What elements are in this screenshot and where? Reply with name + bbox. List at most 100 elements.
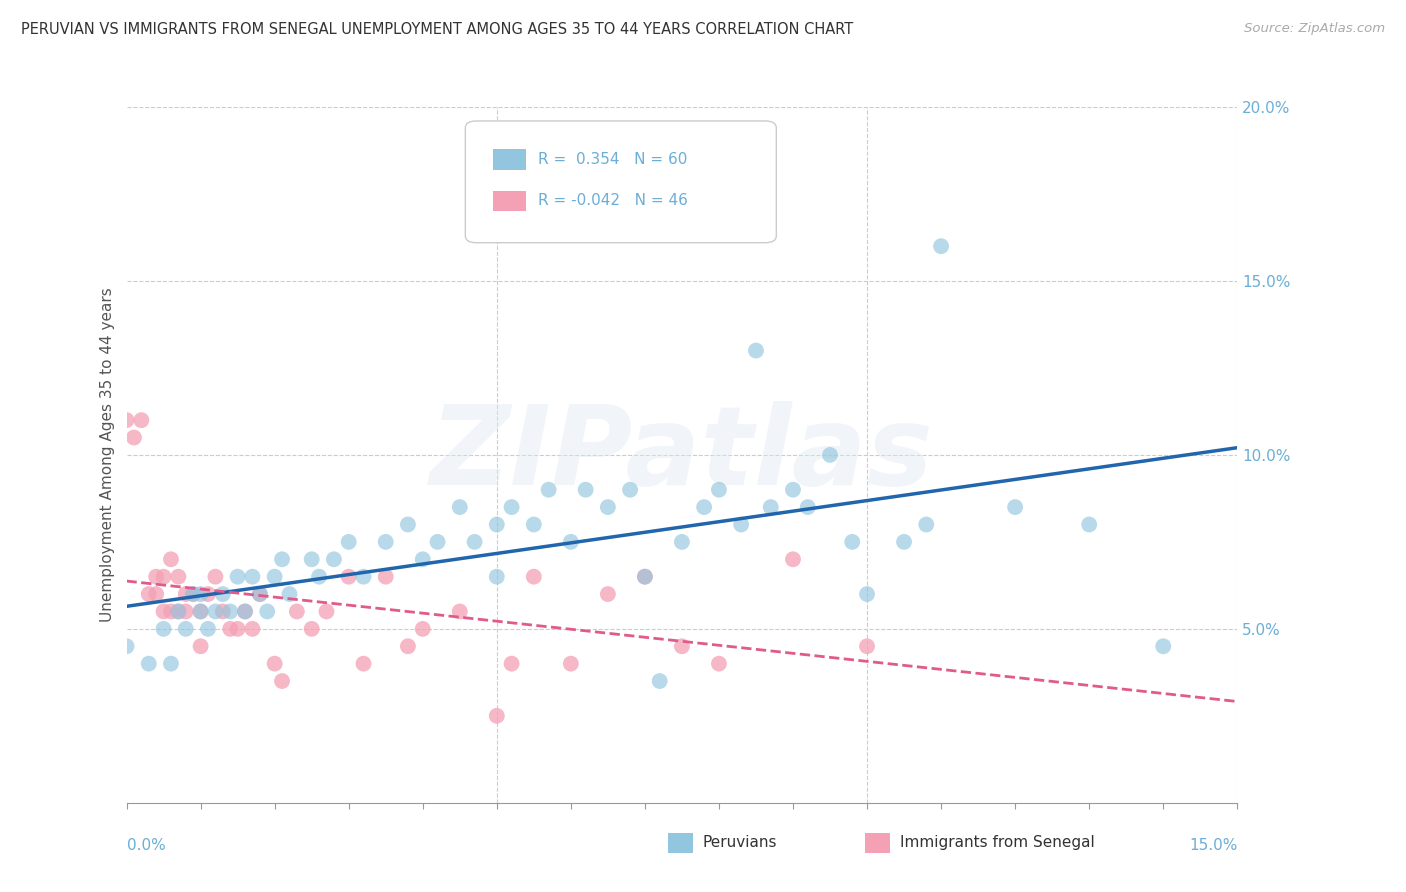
Point [648, 674, 671, 689]
Text: 0.0%: 0.0% [127, 838, 166, 854]
Point [693, 500, 716, 514]
Point [278, 587, 301, 601]
Point [219, 605, 242, 619]
Point [174, 605, 197, 619]
Point [160, 552, 183, 566]
Point [211, 587, 233, 601]
Point [449, 605, 471, 619]
Point [619, 483, 641, 497]
Point [174, 587, 197, 601]
Point [242, 622, 264, 636]
Point [782, 483, 804, 497]
Point [152, 605, 174, 619]
Point [485, 570, 508, 584]
Point [856, 639, 879, 653]
Point [915, 517, 938, 532]
Point [449, 500, 471, 514]
Point [818, 448, 841, 462]
Point [219, 622, 242, 636]
Point [197, 587, 219, 601]
Point [501, 500, 523, 514]
Point [671, 534, 693, 549]
Point [337, 534, 360, 549]
Point [893, 534, 915, 549]
Point [707, 657, 730, 671]
Point [190, 587, 212, 601]
Point [174, 622, 197, 636]
Y-axis label: Unemployment Among Ages 35 to 44 years: Unemployment Among Ages 35 to 44 years [100, 287, 115, 623]
Point [271, 552, 294, 566]
Point [426, 534, 449, 549]
Point [263, 570, 285, 584]
Point [560, 657, 582, 671]
Point [115, 413, 138, 427]
Point [160, 657, 183, 671]
Point [596, 500, 619, 514]
Point [1152, 639, 1174, 653]
Point [374, 534, 396, 549]
FancyBboxPatch shape [465, 121, 776, 243]
Point [485, 517, 508, 532]
Point [353, 570, 375, 584]
Point [464, 534, 486, 549]
Text: Immigrants from Senegal: Immigrants from Senegal [900, 836, 1095, 850]
Point [138, 587, 160, 601]
Point [560, 534, 582, 549]
Point [204, 605, 226, 619]
Point [285, 605, 308, 619]
Point [152, 622, 174, 636]
Point [315, 605, 337, 619]
Text: R =  0.354   N = 60: R = 0.354 N = 60 [537, 152, 688, 167]
Point [575, 483, 598, 497]
Point [759, 500, 782, 514]
Point [537, 483, 560, 497]
Point [523, 570, 546, 584]
Point [1078, 517, 1101, 532]
FancyBboxPatch shape [494, 149, 526, 169]
Point [122, 431, 145, 445]
Point [353, 657, 375, 671]
Point [374, 570, 396, 584]
Point [190, 605, 212, 619]
Point [167, 570, 190, 584]
Point [167, 605, 190, 619]
Point [233, 605, 256, 619]
Point [322, 552, 344, 566]
Point [337, 570, 360, 584]
Point [412, 552, 434, 566]
Point [167, 605, 190, 619]
Point [396, 517, 419, 532]
Point [190, 605, 212, 619]
Point [131, 413, 153, 427]
Point [929, 239, 952, 253]
Point [396, 639, 419, 653]
Text: ZIPatlas: ZIPatlas [430, 401, 934, 508]
Point [841, 534, 863, 549]
Point [523, 517, 546, 532]
Point [190, 639, 212, 653]
Point [152, 570, 174, 584]
Point [485, 708, 508, 723]
Point [249, 587, 271, 601]
Point [797, 500, 820, 514]
Point [115, 639, 138, 653]
Text: Peruvians: Peruvians [703, 836, 778, 850]
Point [226, 570, 249, 584]
Point [181, 587, 204, 601]
Point [160, 605, 183, 619]
FancyBboxPatch shape [494, 191, 526, 211]
Point [501, 657, 523, 671]
Point [856, 587, 879, 601]
Point [249, 587, 271, 601]
Point [412, 622, 434, 636]
Point [707, 483, 730, 497]
Point [730, 517, 752, 532]
Point [145, 570, 167, 584]
Point [204, 570, 226, 584]
Point [211, 605, 233, 619]
Point [782, 552, 804, 566]
Point [634, 570, 657, 584]
Point [138, 657, 160, 671]
Point [634, 570, 657, 584]
Point [181, 587, 204, 601]
